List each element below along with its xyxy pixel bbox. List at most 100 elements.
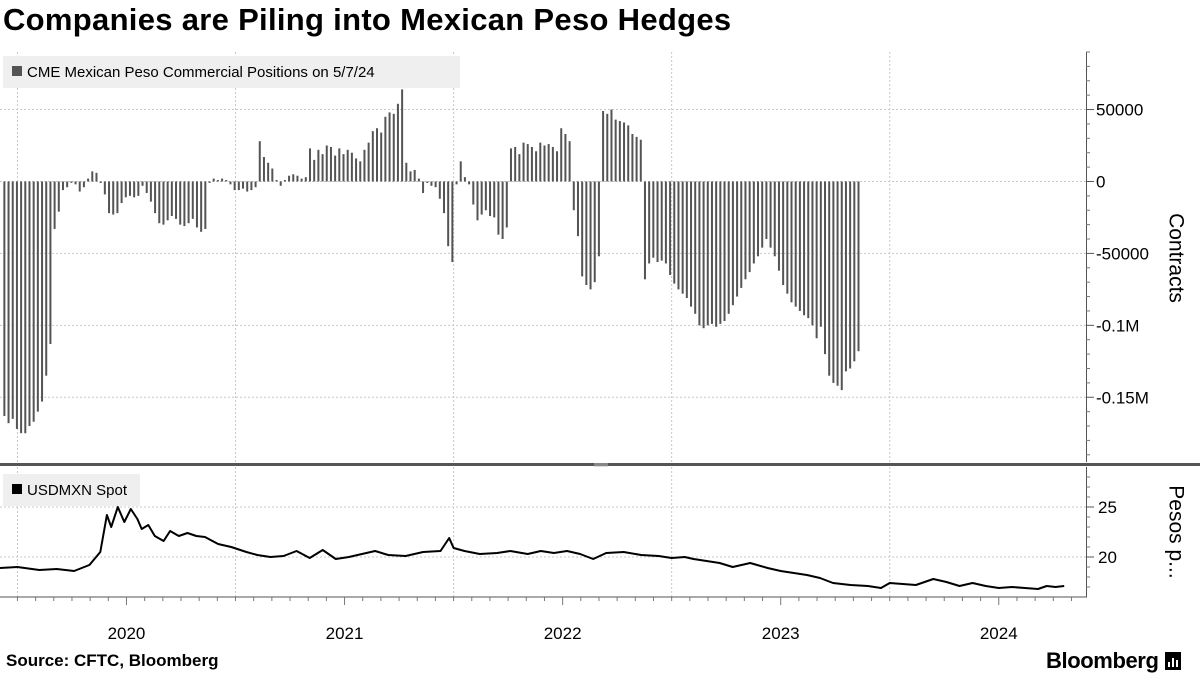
y-tick-label: 25 — [1098, 498, 1117, 517]
bar — [652, 181, 655, 258]
usdmxn-line — [0, 506, 1065, 590]
bar — [53, 181, 56, 229]
bar — [309, 148, 312, 182]
bar — [405, 162, 408, 182]
bar — [480, 181, 483, 215]
bar — [300, 178, 303, 182]
bar — [254, 181, 257, 188]
bar — [11, 181, 14, 419]
bar — [258, 141, 261, 182]
bar — [32, 181, 35, 422]
bar — [200, 181, 203, 232]
brand-name: Bloomberg — [1046, 648, 1159, 673]
bar — [417, 178, 420, 182]
bar — [141, 181, 144, 186]
bar — [698, 181, 701, 326]
bar — [225, 180, 228, 182]
bar — [514, 146, 517, 182]
bar — [643, 181, 646, 280]
bar — [844, 181, 847, 372]
bar — [355, 158, 358, 182]
bar — [342, 154, 345, 182]
bar — [807, 181, 810, 319]
y-tick-label: -0.15M — [1096, 388, 1149, 407]
bar — [162, 181, 165, 225]
bar — [28, 181, 31, 427]
bar — [426, 181, 429, 183]
bloomberg-logo: Bloomberg — [1046, 648, 1181, 674]
bar — [367, 142, 370, 182]
bar — [505, 181, 508, 228]
bar — [685, 181, 688, 298]
y-axis-title-bottom: Pesos p... — [1165, 485, 1188, 578]
bar — [363, 149, 366, 182]
bar — [853, 181, 856, 362]
bar — [376, 128, 379, 182]
bar — [15, 181, 18, 429]
bar — [45, 181, 48, 376]
bar — [581, 181, 584, 277]
bar — [262, 157, 265, 182]
bar — [279, 181, 282, 186]
y-tick-label: 50000 — [1096, 101, 1143, 120]
bar — [618, 121, 621, 182]
bar — [639, 139, 642, 182]
legend-label-bars: CME Mexican Peso Commercial Positions on… — [27, 64, 375, 81]
bar — [677, 181, 680, 290]
bar — [560, 128, 563, 182]
bar — [137, 181, 140, 196]
bar — [648, 181, 651, 264]
bar — [803, 181, 806, 316]
bar — [304, 177, 307, 182]
bar — [49, 181, 52, 345]
bar — [589, 181, 592, 290]
bar — [463, 177, 466, 182]
bar — [350, 152, 353, 182]
bar — [777, 181, 780, 271]
bar — [610, 109, 613, 182]
bar — [857, 181, 860, 352]
bar — [468, 181, 471, 185]
bar — [401, 89, 404, 182]
bar — [551, 146, 554, 182]
bar — [782, 181, 785, 286]
x-tick-label: 2021 — [326, 624, 364, 643]
bar — [438, 181, 441, 199]
bar — [70, 181, 73, 183]
bar — [731, 181, 734, 306]
bar — [472, 181, 475, 205]
bar — [233, 181, 236, 191]
bar — [518, 154, 521, 182]
bar — [392, 113, 395, 182]
bar — [543, 145, 546, 182]
bar — [66, 181, 69, 188]
x-tick-label: 2023 — [762, 624, 800, 643]
bar — [748, 181, 751, 273]
bar — [702, 181, 705, 329]
bar — [409, 171, 412, 182]
bar — [535, 151, 538, 182]
bar — [489, 181, 492, 216]
bar — [706, 181, 709, 326]
bar — [484, 181, 487, 211]
bar — [250, 181, 253, 191]
bar — [292, 174, 295, 182]
bar — [334, 155, 337, 182]
bar — [752, 181, 755, 264]
bar — [539, 142, 542, 182]
bar — [61, 181, 64, 191]
bar — [635, 136, 638, 182]
bar — [840, 181, 843, 391]
bar — [656, 181, 659, 263]
bar — [271, 168, 274, 182]
bar — [82, 181, 85, 188]
bar — [786, 181, 789, 294]
bar — [597, 181, 600, 257]
bar — [321, 154, 324, 182]
bar — [501, 181, 504, 240]
bar — [413, 169, 416, 182]
x-tick-label: 2022 — [544, 624, 582, 643]
bar — [78, 181, 81, 192]
bar — [24, 181, 27, 434]
